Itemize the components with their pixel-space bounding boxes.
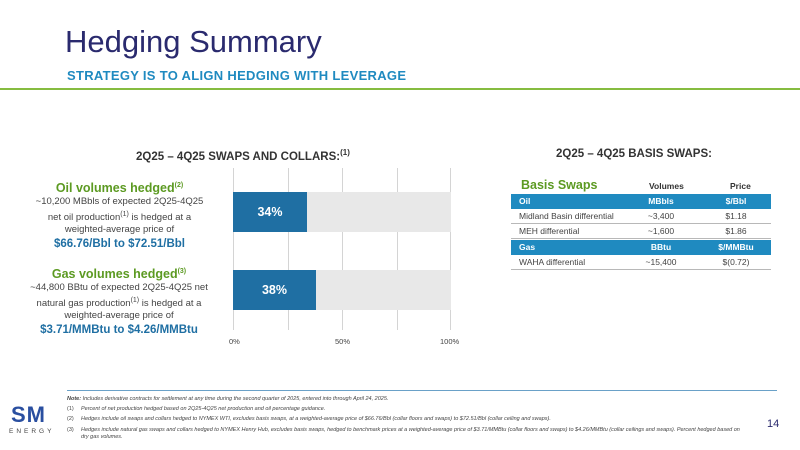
footnote-1: (1) Percent of net production hedged base… [67,406,326,412]
swaps-collars-heading: 2Q25 – 4Q25 SWAPS AND COLLARS:(1) [136,148,350,163]
footnote-3: (3) Hedges include natural gas swaps and … [67,427,740,440]
oil-bar-track: 34% [233,192,451,232]
row-volume: ~1,600 [647,226,675,236]
gas-hedged-title: Gas volumes hedged(3) [51,267,187,282]
page-subtitle: STRATEGY IS TO ALIGN HEDGING WITH LEVERA… [67,68,407,83]
gas-header-price-unit: $/MMBtu [718,242,754,252]
gas-bar-track: 38% [233,270,451,310]
hedged-percent-chart: 34% 38% [233,168,451,330]
row-name: Midland Basin differential [519,211,614,221]
header-divider [0,88,800,90]
oil-hedged-price: $66.76/Bbl to $72.51/Bbl [53,237,186,250]
x-tick-100: 100% [440,337,460,346]
gridline-75 [397,168,398,330]
gridline-100 [450,168,451,330]
footer-divider [67,390,777,391]
footnote-note: Note: Includes derivative contracts for … [67,396,389,402]
oil-hedged-title: Oil volumes hedged(2) [55,181,184,196]
oil-header-row: Oil MBbls $/Bbl [511,194,771,209]
page-title: Hedging Summary [65,24,322,59]
gas-header-label: Gas [519,242,536,252]
oil-hedged-line3: weighted-average price of [64,224,175,236]
oil-header-unit: MBbls [648,196,674,206]
basis-swaps-heading: 2Q25 – 4Q25 BASIS SWAPS: [556,148,712,160]
gas-hedged-line3: weighted-average price of [64,310,174,322]
row-price: $1.86 [725,226,747,236]
oil-bar-label: 34% [257,205,283,219]
row-name: MEH differential [519,226,580,236]
basis-swaps-table-title: Basis Swaps [521,178,598,192]
gas-header-row: Gas BBtu $/MMBtu [511,240,771,255]
gridline-25 [288,168,289,330]
gas-hedged-line1: ~44,800 BBtu of expected 2Q25-4Q25 net [30,282,208,294]
page-number: 14 [767,418,780,430]
row-name: WAHA differential [519,257,586,267]
gas-bar-label: 38% [261,283,288,297]
oil-hedged-line1: ~10,200 MBbls of expected 2Q25-4Q25 [35,196,204,208]
gas-hedged-block: Gas volumes hedged(3) ~44,800 BBtu of ex… [8,264,230,338]
row-price: $1.18 [725,211,747,221]
oil-header-price-unit: $/Bbl [725,196,747,206]
x-tick-0: 0% [229,337,240,346]
oil-bar [233,192,307,232]
oil-hedged-line2: net oil production(1) is hedged at a [47,210,192,223]
gas-header-unit: BBtu [650,242,672,252]
gas-hedged-price: $3.71/MMBtu to $4.26/MMBtu [40,323,198,336]
gas-bar [233,270,316,310]
row-volume: ~3,400 [647,211,675,221]
gridline-0 [233,168,234,330]
gas-hedged-line2: natural gas production(1) is hedged at a [36,296,202,309]
footnote-2: (2) Hedges include oil swaps and collars … [67,416,551,422]
col-volumes-header: Volumes [649,181,684,191]
company-logo-subtext: ENERGY [9,428,55,435]
row-price: $(0.72) [722,257,750,267]
table-row: WAHA differential ~15,400 $(0.72) [511,255,771,270]
col-price-header: Price [730,181,751,191]
company-logo: SM [11,402,46,427]
oil-header-label: Oil [519,196,531,206]
table-row: Midland Basin differential ~3,400 $1.18 [511,209,771,224]
x-tick-50: 50% [335,337,351,346]
table-row: MEH differential ~1,600 $1.86 [511,224,771,239]
row-volume: ~15,400 [645,257,677,267]
gridline-50 [342,168,343,330]
oil-hedged-block: Oil volumes hedged(2) ~10,200 MBbls of e… [12,178,227,252]
